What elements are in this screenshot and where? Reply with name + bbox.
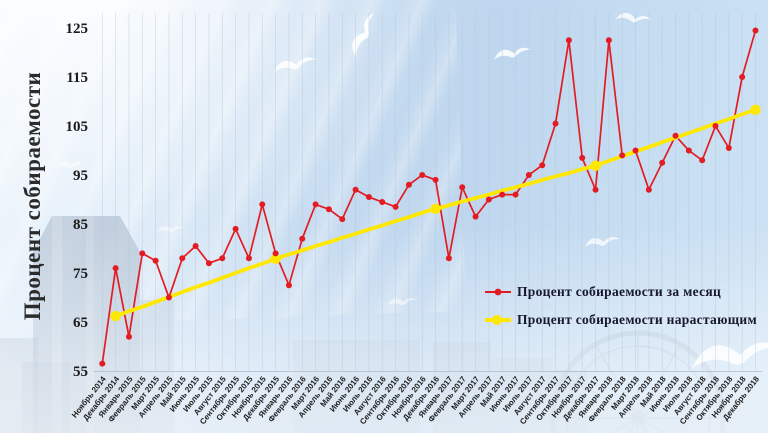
monthly-point-marker: [725, 145, 732, 152]
y-tick-label: 85: [73, 217, 88, 233]
monthly-point-marker: [272, 250, 279, 257]
legend-item-monthly: Процент собираемости за месяц: [484, 283, 757, 301]
monthly-point-marker: [445, 255, 452, 262]
monthly-point-marker: [205, 260, 212, 267]
monthly-point-marker: [365, 194, 372, 201]
cumulative-point-marker: [270, 253, 281, 264]
monthly-point-marker: [685, 147, 692, 154]
y-tick-label: 65: [73, 315, 88, 331]
monthly-point-marker: [472, 213, 479, 220]
y-tick-label: 125: [66, 21, 89, 37]
monthly-point-marker: [125, 333, 132, 340]
monthly-point-marker: [459, 184, 466, 191]
y-tick-label: 115: [66, 70, 88, 86]
y-axis-title: Процент собираемости: [20, 71, 45, 321]
monthly-point-marker: [752, 27, 759, 34]
monthly-point-marker: [632, 147, 639, 154]
monthly-point-marker: [299, 235, 306, 242]
yellow-line-marker-icon: [485, 315, 511, 325]
monthly-point-marker: [645, 186, 652, 193]
y-tick-label: 75: [73, 266, 88, 282]
y-tick-label: 95: [73, 168, 88, 184]
monthly-point-marker: [565, 37, 572, 44]
monthly-point-marker: [419, 172, 426, 178]
monthly-point-marker: [112, 265, 119, 272]
y-tick-label: 55: [73, 364, 88, 380]
monthly-point-marker: [485, 196, 492, 203]
monthly-point-marker: [179, 255, 186, 262]
monthly-point-marker: [579, 154, 586, 161]
monthly-point-marker: [99, 360, 106, 367]
red-line-marker-icon: [485, 288, 511, 296]
monthly-point-marker: [405, 181, 412, 188]
monthly-point-marker: [259, 201, 266, 208]
monthly-point-marker: [232, 225, 239, 232]
monthly-point-marker: [712, 123, 719, 129]
monthly-point-marker: [699, 157, 706, 164]
monthly-point-marker: [605, 37, 612, 44]
legend-label-cumulative: Процент собираемости нарастающим: [517, 312, 757, 327]
monthly-point-marker: [152, 257, 159, 264]
monthly-point-marker: [285, 282, 292, 289]
gridlines: [101, 13, 756, 371]
monthly-point-marker: [352, 186, 359, 193]
monthly-point-marker: [325, 206, 332, 213]
monthly-point-marker: [739, 74, 746, 80]
monthly-point-marker: [512, 191, 519, 198]
y-tick-labels: 55 65 75 85 95 105 115 125: [66, 21, 89, 380]
monthly-point-marker: [139, 250, 146, 257]
cumulative-point-marker: [590, 160, 601, 171]
monthly-point-marker: [219, 255, 226, 262]
monthly-point-marker: [245, 255, 252, 262]
cumulative-point-marker: [110, 310, 121, 322]
monthly-point-marker: [525, 172, 532, 178]
monthly-point-marker: [379, 198, 386, 205]
y-tick-label: 105: [66, 119, 89, 135]
monthly-point-marker: [672, 132, 679, 139]
monthly-point-marker: [312, 201, 319, 208]
monthly-point-marker: [392, 203, 399, 210]
legend: Процент собираемости за месяц Процент со…: [484, 283, 757, 339]
monthly-point-marker: [165, 294, 172, 301]
monthly-point-marker: [619, 152, 626, 159]
cumulative-point-marker: [750, 104, 761, 116]
monthly-point-marker: [539, 162, 546, 169]
monthly-point-marker: [432, 176, 439, 183]
monthly-point-marker: [339, 216, 346, 223]
legend-label-monthly: Процент собираемости за месяц: [517, 284, 722, 299]
monthly-point-marker: [552, 120, 559, 127]
monthly-point-marker: [659, 159, 666, 166]
monthly-point-marker: [592, 186, 599, 193]
monthly-point-marker: [499, 191, 506, 198]
monthly-point-marker: [192, 243, 199, 250]
legend-item-cumulative: Процент собираемости нарастающим: [484, 311, 757, 329]
cumulative-point-marker: [430, 203, 441, 215]
